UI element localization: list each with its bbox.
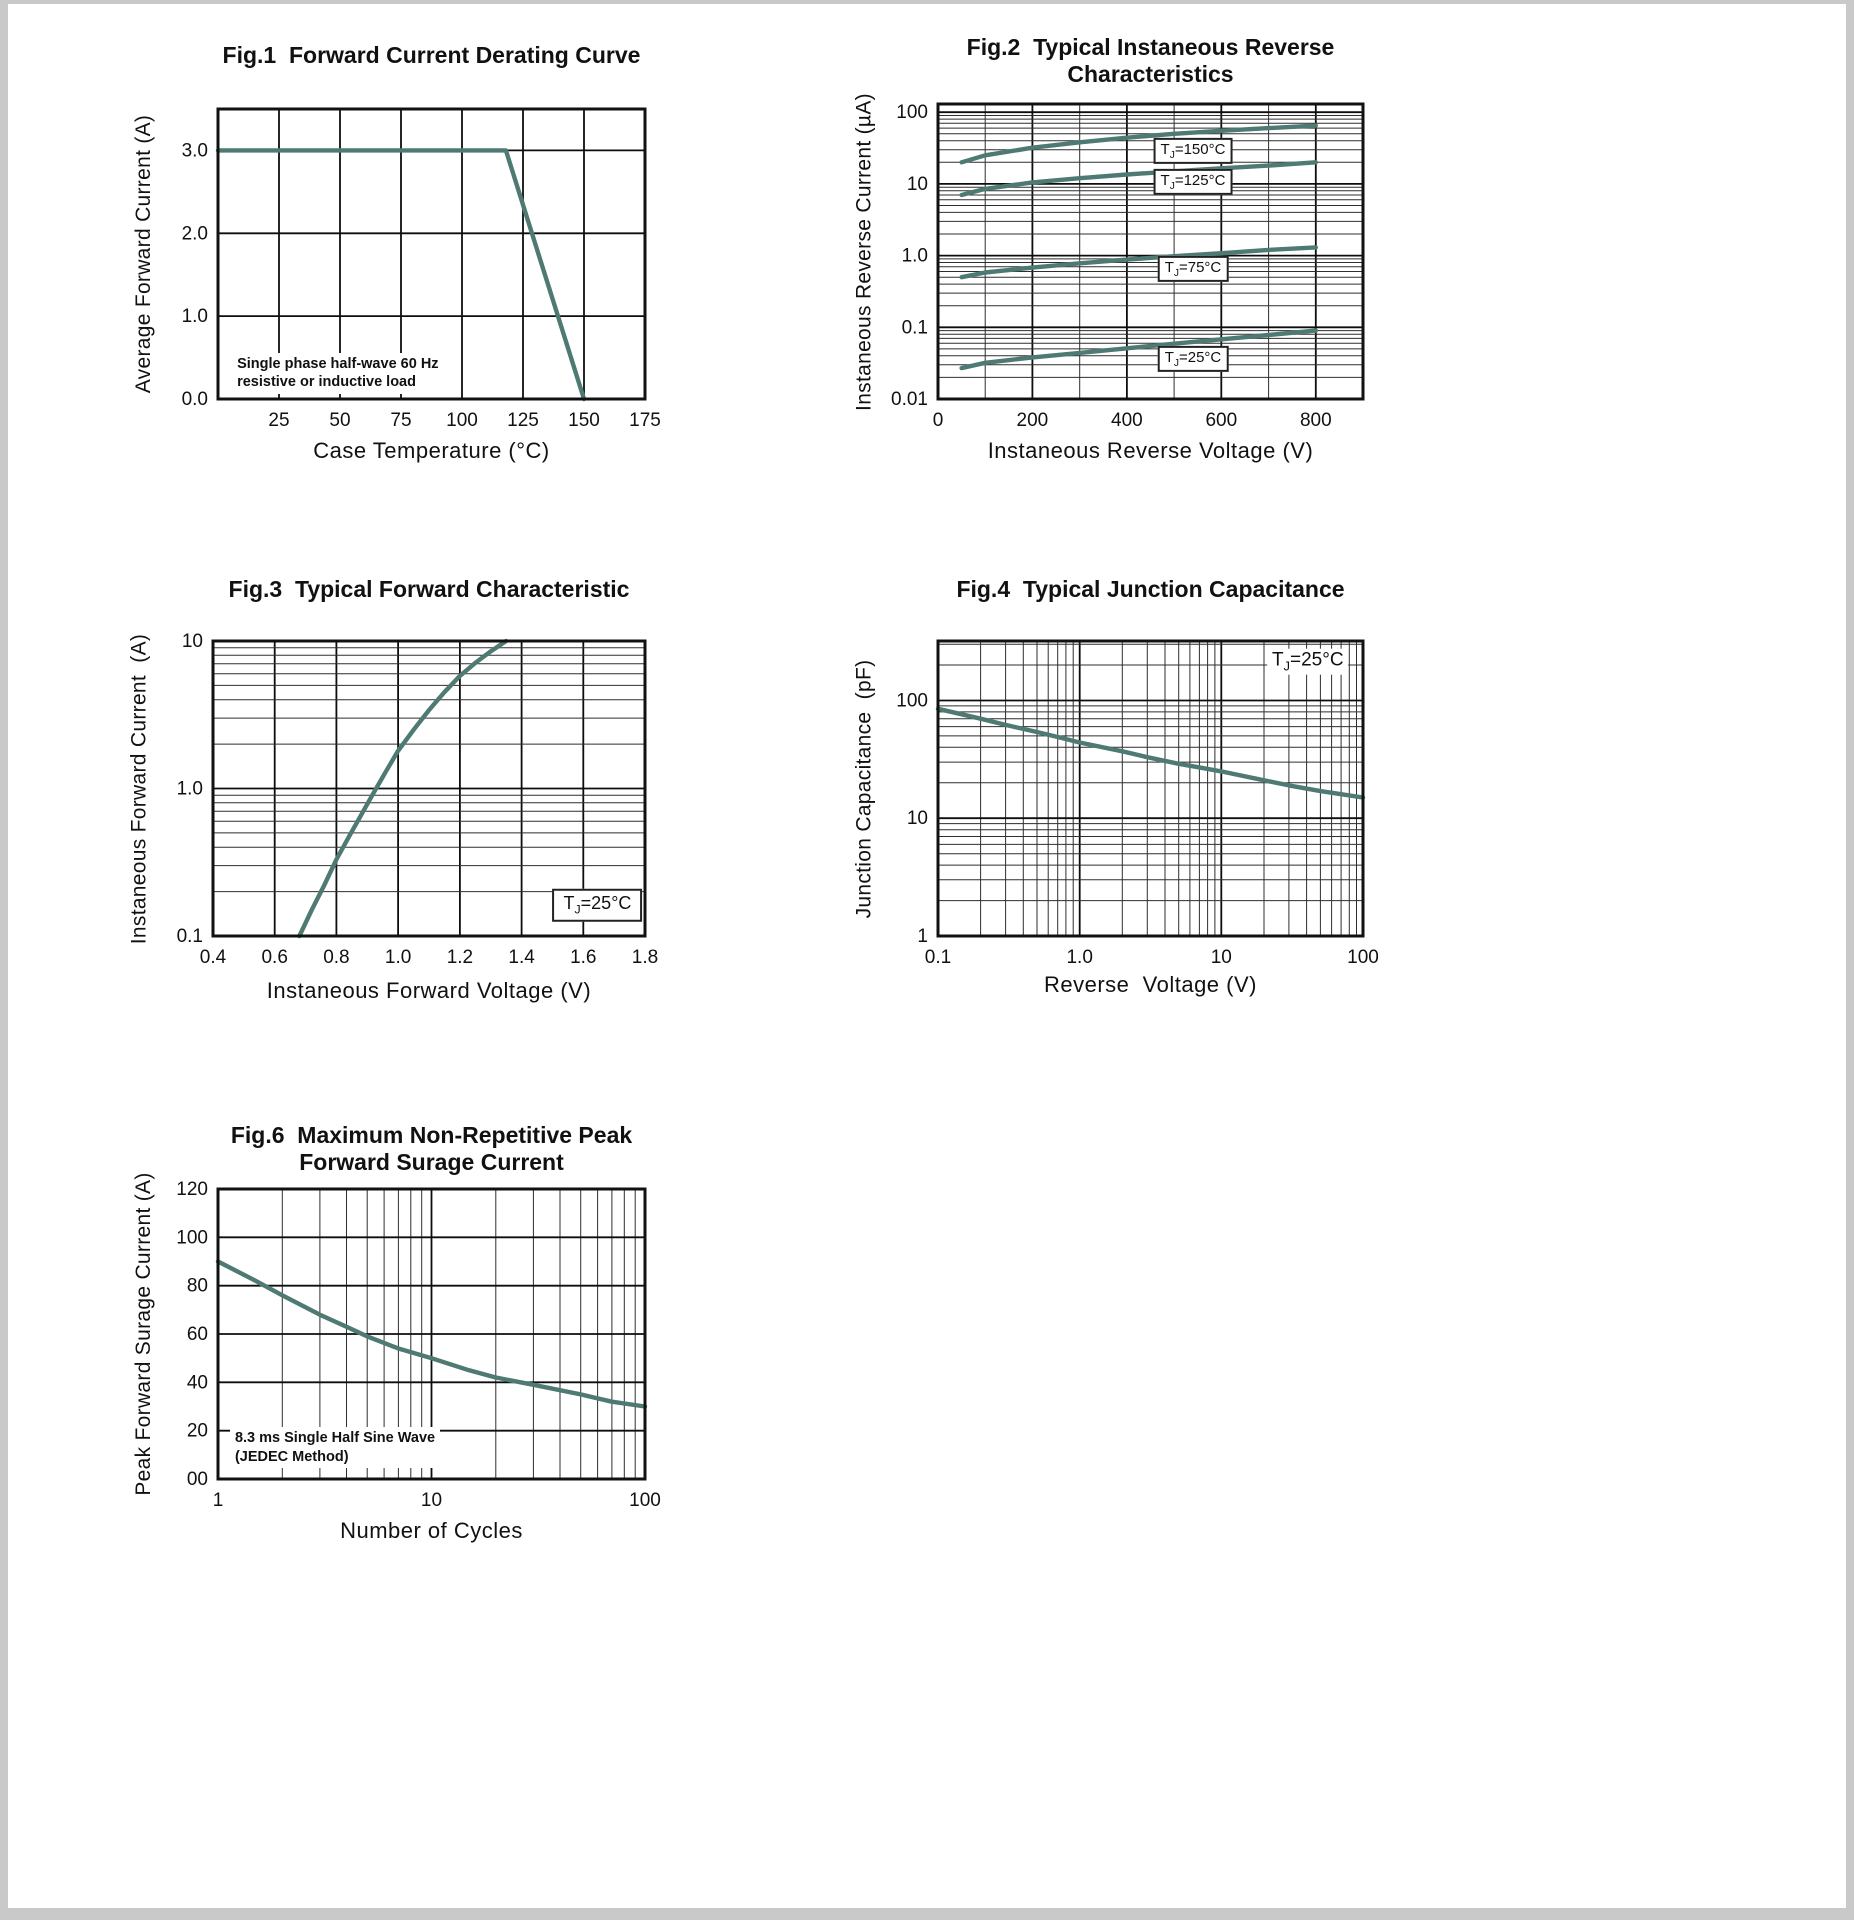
fig2-plot-canvas: 0 200 400 600 800 100 10 1.0 0.1 0.01 (891, 102, 1365, 431)
svg-text:25: 25 (268, 410, 289, 431)
svg-text:100: 100 (446, 410, 478, 431)
fig3-plot-area: 0.4 0.6 0.8 1.0 1.2 1.4 1.6 1.8 10 1.0 0.1 TJ=25°C (177, 631, 659, 968)
svg-text:1.0: 1.0 (902, 246, 928, 267)
svg-text:1.8: 1.8 (632, 947, 658, 968)
svg-text:1.0: 1.0 (1066, 947, 1092, 968)
fig2-title: Fig.2 Typical Instaneous Reverse Charact… (966, 34, 1335, 88)
fig3-x-axis-title: Instaneous Forward Voltage (V) (266, 978, 592, 1003)
tj-125c-label: TJ=125°C (1153, 169, 1233, 196)
fig2-x-axis-title: Instaneous Reverse Voltage (V) (987, 438, 1314, 463)
datasheet-characteristics-page: Fig.1 Forward Current Derating Curve Ave… (8, 4, 1846, 1908)
svg-text:100: 100 (1347, 947, 1379, 968)
svg-text:200: 200 (1017, 410, 1049, 431)
fig2-plot-area: 0 200 400 600 800 100 10 1.0 0.1 0.01 TJ=150°C TJ=… (891, 102, 1365, 431)
fig1-x-axis-title: Case Temperature (°C) (313, 438, 550, 463)
tj-25c-label: TJ=25°C (1157, 345, 1229, 372)
svg-text:0.1: 0.1 (925, 947, 951, 968)
series-forward-current-derating (215, 148, 587, 402)
series-tj-150c (959, 123, 1318, 165)
svg-text:100: 100 (896, 102, 928, 123)
svg-text:1.6: 1.6 (570, 947, 596, 968)
svg-text:1.4: 1.4 (508, 947, 535, 968)
load-condition-note: Single phase half-wave 60 Hz resistive or… (232, 352, 444, 395)
tj-150c-label: TJ=150°C (1153, 137, 1233, 164)
svg-text:100: 100 (176, 1227, 208, 1248)
svg-text:1.0: 1.0 (385, 947, 411, 968)
svg-text:1.0: 1.0 (182, 306, 208, 327)
tj-25c-label: TJ=25°C (552, 888, 643, 922)
svg-text:50: 50 (329, 410, 350, 431)
series-tj-125c (959, 160, 1318, 198)
svg-text:60: 60 (187, 1324, 208, 1345)
svg-text:10: 10 (907, 174, 928, 195)
svg-text:0.1: 0.1 (902, 317, 928, 338)
svg-text:0.4: 0.4 (200, 947, 227, 968)
svg-text:1.2: 1.2 (447, 947, 473, 968)
series-tj-25c (959, 328, 1318, 371)
svg-text:2.0: 2.0 (182, 223, 208, 244)
series-junction-capacitance (935, 706, 1366, 800)
svg-text:1.0: 1.0 (177, 779, 203, 800)
svg-text:400: 400 (1111, 410, 1143, 431)
svg-text:120: 120 (176, 1179, 208, 1200)
tj-25c-label: TJ=25°C (1266, 648, 1349, 675)
series-surge-current (215, 1259, 648, 1409)
svg-text:100: 100 (896, 691, 928, 712)
fig3-plot-canvas: 0.4 0.6 0.8 1.0 1.2 1.4 1.6 1.8 10 1.0 0.1 (177, 631, 659, 968)
svg-text:20: 20 (187, 1421, 208, 1442)
svg-text:0: 0 (933, 410, 944, 431)
svg-text:0.1: 0.1 (177, 926, 203, 947)
series-tj-75c (959, 245, 1318, 280)
svg-text:1: 1 (917, 926, 928, 947)
svg-text:10: 10 (1211, 947, 1232, 968)
fig1-plot-canvas: 25 50 75 100 125 150 175 0.0 1.0 2.0 3.0 (182, 107, 661, 431)
fig6-plot-area: 1 10 100 00 20 40 60 80 100 120 8.3 ms Single Hal… (176, 1179, 661, 1511)
fig4-x-axis-title: Reverse Voltage (V) (1044, 972, 1257, 997)
svg-text:0.6: 0.6 (261, 947, 287, 968)
fig4-plot-area: 0.1 1.0 10 100 100 10 1 TJ=25°C (896, 639, 1379, 968)
svg-text:1: 1 (213, 1490, 224, 1511)
svg-text:40: 40 (187, 1372, 208, 1393)
svg-text:0.01: 0.01 (891, 389, 928, 410)
svg-text:175: 175 (629, 410, 661, 431)
fig1-title: Fig.1 Forward Current Derating Curve (222, 42, 641, 68)
fig3-title: Fig.3 Typical Forward Characteristic (228, 576, 630, 602)
svg-text:00: 00 (187, 1469, 208, 1490)
svg-text:150: 150 (568, 410, 600, 431)
fig4-title: Fig.4 Typical Junction Capacitance (956, 576, 1345, 602)
fig6-title: Fig.6 Maximum Non-Repetitive Peak Forwar… (230, 1122, 633, 1176)
svg-text:3.0: 3.0 (182, 140, 208, 161)
fig6-plot-canvas: 1 10 100 00 20 40 60 80 100 120 (176, 1179, 661, 1511)
svg-text:100: 100 (629, 1490, 661, 1511)
series-forward-characteristic (297, 638, 509, 939)
fig6-x-axis-title: Number of Cycles (340, 1518, 523, 1543)
svg-text:75: 75 (390, 410, 411, 431)
svg-text:600: 600 (1205, 410, 1237, 431)
fig1-plot-area: 25 50 75 100 125 150 175 0.0 1.0 2.0 3.0 Single ph… (182, 107, 661, 431)
svg-text:0.0: 0.0 (182, 389, 208, 410)
svg-text:800: 800 (1300, 410, 1332, 431)
svg-text:10: 10 (907, 808, 928, 829)
surge-condition-note: 8.3 ms Single Half Sine Wave (JEDEC Metho… (229, 1426, 441, 1469)
svg-text:0.8: 0.8 (323, 947, 349, 968)
tj-75c-label: TJ=75°C (1157, 255, 1229, 282)
svg-text:125: 125 (507, 410, 539, 431)
svg-text:80: 80 (187, 1276, 208, 1297)
svg-text:10: 10 (421, 1490, 442, 1511)
svg-text:10: 10 (182, 631, 203, 652)
fig4-plot-canvas: 0.1 1.0 10 100 100 10 1 (896, 639, 1379, 968)
